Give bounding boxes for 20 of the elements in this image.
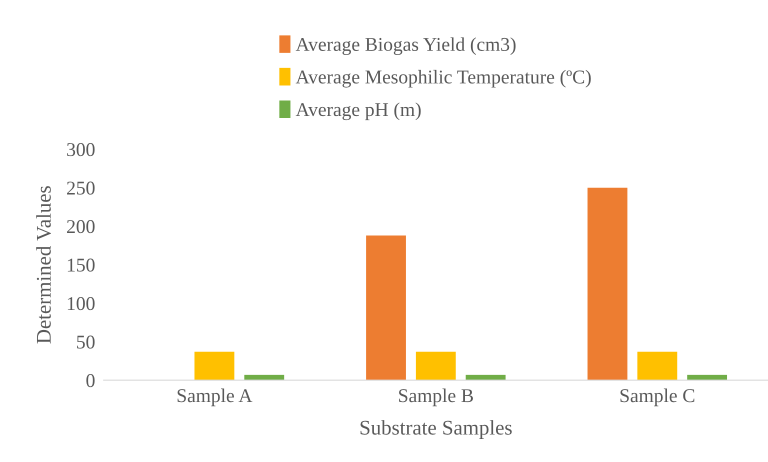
legend-label: Average pH (m)	[296, 102, 421, 120]
y-tick-label: 150	[68, 258, 95, 272]
bar	[588, 188, 628, 380]
x-tick-label: Sample A	[178, 388, 252, 406]
bar	[194, 352, 234, 380]
y-tick-label: 200	[67, 220, 95, 234]
x-tick-label: Sample C	[620, 388, 694, 406]
y-tick-label: 300	[67, 143, 95, 156]
legend-label: Average Mesophilic Temperature (ºC)	[296, 70, 591, 88]
bar	[637, 352, 678, 380]
y-tick-label: 50	[77, 336, 95, 349]
bar	[366, 235, 406, 380]
bar	[416, 352, 456, 380]
y-tick-label: 250	[67, 182, 95, 195]
y-tick-label: 100	[68, 297, 95, 310]
legend-label: Average Biogas Yield (cm3)	[296, 37, 516, 56]
x-axis-title: Substrate Samples	[360, 420, 512, 439]
x-tick-label: Sample B	[399, 388, 473, 406]
y-axis-title: Determined Values	[36, 186, 51, 344]
y-tick-label: 0	[86, 374, 95, 388]
